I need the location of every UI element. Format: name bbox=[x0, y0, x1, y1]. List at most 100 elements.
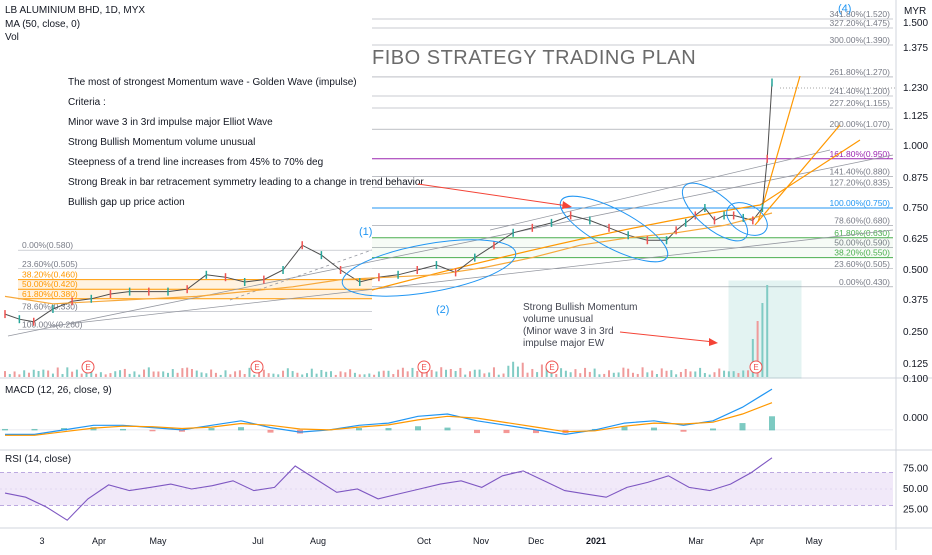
volume-bar bbox=[358, 374, 361, 377]
macd-histogram-bar bbox=[149, 429, 156, 432]
note-line-1: The most of strongest Momentum wave - Go… bbox=[68, 77, 357, 88]
macd-histogram-bar bbox=[710, 428, 716, 431]
volume-bar bbox=[368, 373, 371, 377]
volume-bar bbox=[588, 371, 591, 377]
wave-ellipse-3 bbox=[681, 182, 749, 242]
x-tick-dec: Dec bbox=[528, 536, 545, 546]
earnings-marker-label-4: E bbox=[549, 363, 554, 372]
macd-histogram-bar bbox=[120, 428, 126, 431]
volume-bar bbox=[387, 370, 390, 377]
volume-bar bbox=[123, 368, 126, 377]
volume-bar bbox=[507, 365, 510, 377]
earnings-marker-5 bbox=[749, 360, 763, 374]
volume-bar bbox=[411, 367, 414, 377]
volume-bar bbox=[61, 374, 64, 377]
volume-bar bbox=[205, 373, 208, 377]
volume-bar bbox=[449, 368, 452, 377]
volume-bar bbox=[679, 371, 682, 377]
volume-bar bbox=[214, 372, 217, 377]
volume-bar bbox=[464, 374, 467, 377]
macd-tick-0.100: 0.100 bbox=[903, 374, 928, 385]
earnings-marker-3 bbox=[417, 360, 431, 374]
fan-line-1 bbox=[371, 139, 861, 291]
volume-bar bbox=[32, 369, 35, 377]
fib-upper-label-16: 0.00%(0.430) bbox=[839, 277, 890, 287]
volume-bar bbox=[171, 369, 174, 377]
volume-bar bbox=[584, 367, 587, 377]
x-tick-may: May bbox=[805, 536, 823, 546]
note-line-3: Minor wave 3 in 3rd impulse major Elliot… bbox=[68, 117, 273, 128]
rsi-tick-25.00: 25.00 bbox=[903, 505, 928, 516]
volume-bar bbox=[473, 369, 476, 377]
volume-bar bbox=[627, 368, 630, 377]
trendlines bbox=[7, 75, 894, 337]
macd-histogram-bar bbox=[90, 427, 97, 431]
volume-bar bbox=[291, 371, 294, 377]
volume-bar bbox=[435, 371, 438, 377]
volume-bar bbox=[651, 370, 654, 377]
volume-bar bbox=[181, 368, 184, 377]
rsi-label: RSI (14, close) bbox=[5, 454, 71, 465]
volume-bar bbox=[315, 373, 318, 377]
x-tick-oct: Oct bbox=[417, 536, 432, 546]
volume-bar bbox=[329, 371, 332, 377]
volume-bar bbox=[286, 368, 289, 377]
volume-bar bbox=[440, 367, 443, 377]
axes: 1.500 1.375 1.230 1.125 1.000 0.875 0.750 0.625… bbox=[39, 18, 928, 546]
wave-ellipse-1 bbox=[341, 239, 517, 297]
macd-histogram-bar bbox=[385, 428, 392, 431]
volume-bar bbox=[502, 373, 505, 377]
macd-label: MACD (12, 26, close, 9) bbox=[5, 385, 112, 396]
fib-upper-label-0: 341.80%(1.520) bbox=[830, 9, 891, 19]
symbol-line: LB ALUMINIUM BHD, 1D, MYX bbox=[5, 5, 145, 16]
volume-bar bbox=[71, 371, 74, 377]
macd-histogram-bar bbox=[415, 426, 421, 431]
note-line-5: Steepness of a trend line increases from… bbox=[68, 157, 323, 168]
volume-bar bbox=[306, 373, 309, 377]
volume-bar bbox=[531, 368, 534, 377]
rsi-tick-75.00: 75.00 bbox=[903, 463, 928, 474]
volume-bar bbox=[737, 373, 740, 377]
macd-histogram-bar bbox=[474, 429, 480, 434]
volume-bar bbox=[593, 368, 596, 377]
earnings-marker-1 bbox=[81, 360, 95, 374]
volume-bar bbox=[747, 370, 750, 377]
trendline-lower bbox=[49, 229, 894, 327]
volume-bar bbox=[66, 367, 69, 377]
fib-left-label-4: 61.80%(0.380) bbox=[22, 289, 78, 299]
volume-bar bbox=[219, 374, 222, 377]
volume-bar bbox=[564, 370, 567, 377]
volume-bar bbox=[37, 371, 40, 377]
ma-50-line bbox=[4, 212, 773, 305]
volume-bar bbox=[224, 370, 227, 377]
x-tick-3: 3 bbox=[39, 536, 44, 546]
volume-bar bbox=[301, 374, 304, 377]
volume-bar bbox=[766, 285, 769, 377]
volume-bar bbox=[689, 371, 692, 377]
volume-bar bbox=[660, 368, 663, 377]
x-tick-aug: Aug bbox=[310, 536, 326, 546]
volume-bar bbox=[253, 374, 256, 377]
volume-bar bbox=[488, 372, 491, 377]
volume-bar bbox=[536, 372, 539, 377]
macd-tick-0.000: 0.000 bbox=[903, 413, 928, 424]
volume-bar bbox=[569, 372, 572, 377]
volume-bar bbox=[282, 370, 285, 377]
volume-bars bbox=[4, 280, 802, 379]
chart-title: FIBO STRATEGY TRADING PLAN bbox=[372, 47, 696, 69]
volume-bar bbox=[732, 371, 735, 377]
volume-bar bbox=[277, 374, 280, 377]
earnings-marker-4 bbox=[545, 360, 559, 374]
volume-bar bbox=[560, 368, 563, 377]
volume-bar bbox=[248, 367, 251, 377]
volume-note-line-2: volume unusual bbox=[523, 314, 593, 325]
volume-bar bbox=[234, 371, 237, 377]
volume-bar bbox=[128, 373, 131, 377]
fan-line-2 bbox=[754, 124, 841, 226]
macd-histogram-bar bbox=[739, 423, 746, 431]
trendline-dashed bbox=[229, 249, 373, 301]
volume-bar bbox=[756, 321, 759, 377]
volume-bar bbox=[416, 371, 419, 377]
volume-bar bbox=[267, 373, 270, 377]
